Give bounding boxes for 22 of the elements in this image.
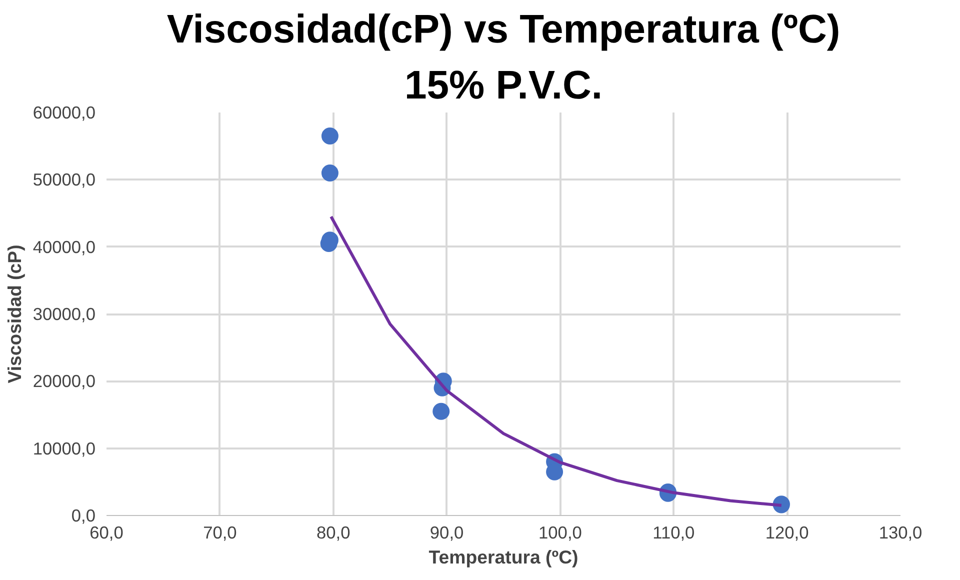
point	[432, 402, 450, 420]
x-tick-label: 80,0	[316, 522, 350, 542]
y-tick-label: 60000,0	[32, 102, 96, 122]
y-tick-label: 0,0	[71, 506, 96, 526]
y-tick-label: 50000,0	[32, 170, 96, 190]
chart-subtitle: 15% P.V.C.	[404, 64, 602, 108]
x-tick-label: 110,0	[652, 522, 695, 542]
y-tick-label: 20000,0	[32, 371, 96, 392]
x-tick-label: 60,0	[90, 522, 124, 542]
x-tick-label: 130,0	[878, 522, 922, 542]
x-tick-label: 70,0	[203, 522, 237, 542]
x-tick-label: 90,0	[430, 522, 464, 542]
y-tick-label: 30000,0	[32, 304, 96, 324]
y-axis-title: Viscosidad (cP)	[4, 244, 25, 384]
chart-title: Viscosidad(cP) vs Temperatura (ºC)	[166, 8, 840, 52]
y-tick-label: 10000,0	[32, 438, 96, 458]
point	[321, 164, 338, 182]
x-tick-label: 100,0	[538, 522, 582, 542]
point	[321, 128, 338, 144]
x-tick-label: 120,0	[765, 522, 809, 542]
x-axis-title: Temperatura (ºC)	[428, 546, 578, 568]
y-tick-label: 40000,0	[32, 236, 96, 257]
